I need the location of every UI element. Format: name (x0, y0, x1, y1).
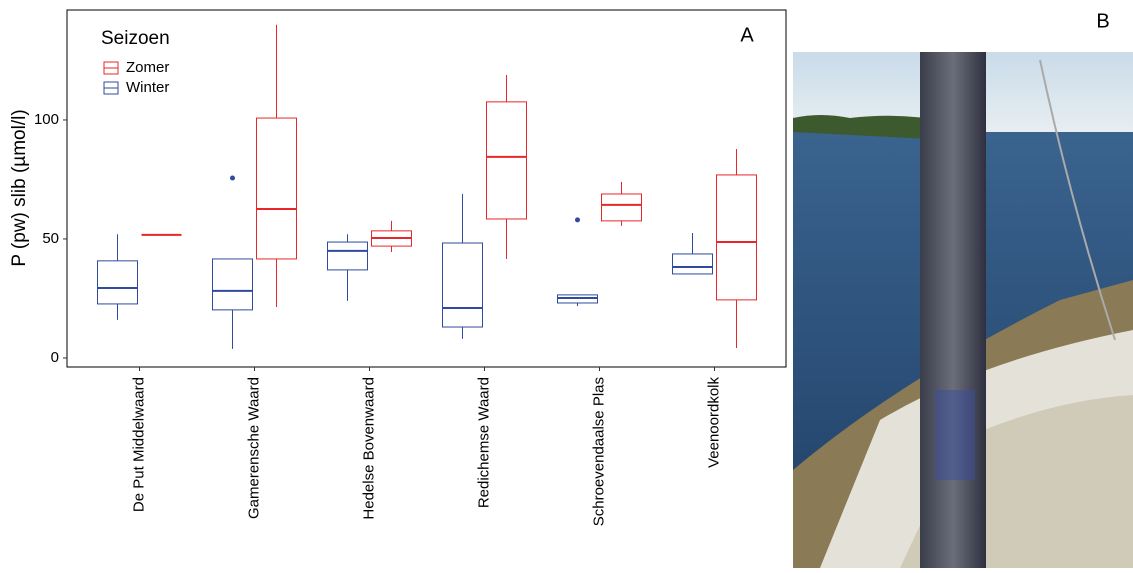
panel-label: A (740, 24, 754, 46)
box (256, 117, 297, 260)
box (212, 258, 253, 311)
box (716, 174, 757, 301)
x-tick-label: Gamerensche Waard (245, 377, 262, 519)
box (601, 193, 642, 222)
y-tick-label: 100 (34, 111, 59, 128)
panel-label: B (1096, 10, 1109, 32)
box (672, 253, 713, 275)
box (486, 101, 527, 220)
box (442, 242, 483, 328)
x-tick-label: De Put Middelwaard (130, 377, 147, 512)
x-tick-label: Schroevendaalse Plas (590, 377, 607, 526)
x-tick-label: Veenoordkolk (705, 377, 722, 468)
plot: 0 50 100 De Put Middelwaard Gamerensche Waar… (34, 24, 757, 526)
y-axis-label: P (pw) slib (µmol/l) (9, 109, 30, 266)
outlier (575, 217, 580, 223)
box (327, 241, 368, 271)
legend-title: Seizoen (101, 28, 170, 49)
y-tick-label: 50 (42, 230, 59, 247)
legend-label: Winter (126, 79, 169, 96)
plot-frame (66, 9, 787, 368)
x-tick-label: Redichemse Waard (475, 377, 492, 508)
box (97, 260, 138, 305)
x-tick-label: Hedelse Bovenwaard (360, 377, 377, 520)
outlier (230, 175, 235, 181)
photo (793, 52, 1133, 568)
y-tick-label: 0 (51, 349, 59, 366)
legend-label: Zomer (126, 59, 169, 76)
